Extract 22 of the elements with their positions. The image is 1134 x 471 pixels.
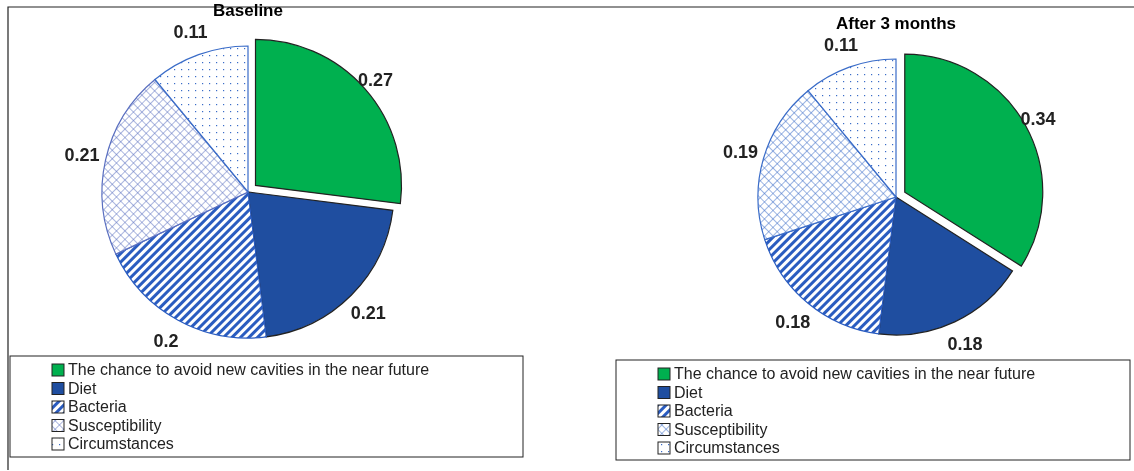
data-label: 0.11 xyxy=(173,22,208,43)
chart-title: Baseline xyxy=(213,1,283,20)
legend-label: Bacteria xyxy=(68,398,127,415)
data-label: 0.27 xyxy=(358,69,394,90)
legend-label: Circumstances xyxy=(68,435,174,452)
data-label: 0.21 xyxy=(350,302,386,323)
data-label: 0.11 xyxy=(824,34,859,55)
legend-label: Diet xyxy=(674,383,704,401)
data-label: 0.19 xyxy=(722,142,758,163)
legend-label: Susceptibility xyxy=(674,420,768,438)
legend-label: Diet xyxy=(68,379,98,397)
legend-label: The chance to avoid new cavities in the near future xyxy=(68,361,430,378)
data-label: 0.21 xyxy=(64,145,100,166)
legend-label: The chance to avoid new cavities in the near future xyxy=(674,365,1036,382)
legend-label: Susceptibility xyxy=(68,416,162,434)
legend-label: Bacteria xyxy=(674,402,733,419)
data-label: 0.18 xyxy=(947,333,983,354)
data-label: 0.2 xyxy=(153,331,179,352)
chart-title: After 3 months xyxy=(836,14,956,33)
data-label: 0.34 xyxy=(1020,109,1056,130)
data-label: 0.18 xyxy=(775,312,811,333)
legend-label: Circumstances xyxy=(674,439,780,456)
